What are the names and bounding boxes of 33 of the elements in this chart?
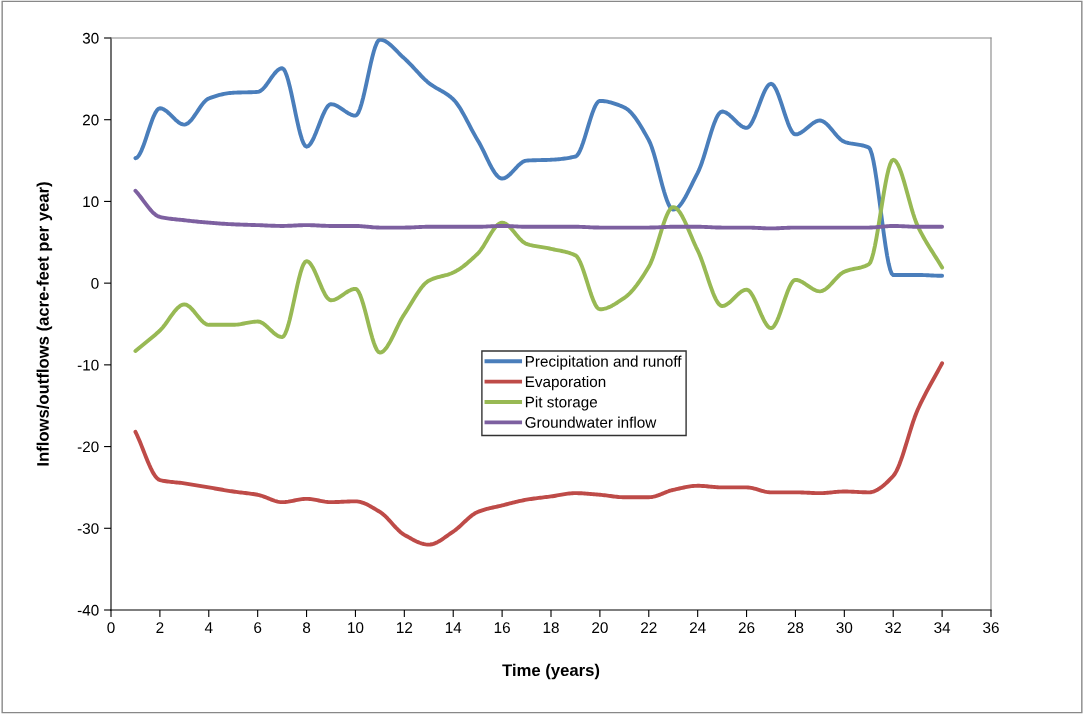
x-tick-label: 16 [494,622,510,634]
y-tick-label: 0 [91,278,99,289]
y-axis-title: Inflows/outflows (acre-feet per year) [36,182,53,466]
x-tick-label: 8 [302,622,311,634]
x-tick-label: 32 [885,622,901,634]
x-axis-title: Time (years) [502,663,600,680]
legend-label: Evaporation [525,375,606,391]
y-tick-label: 10 [83,196,99,208]
legend-label: Pit storage [525,396,598,411]
x-tick-label: 26 [738,622,755,634]
y-tick-label: -20 [77,441,99,453]
y-tick-label: 30 [82,32,99,44]
x-tick-label: 10 [348,622,364,634]
x-tick-label: 34 [934,622,951,634]
y-tick-label: -10 [77,359,99,371]
y-tick-label: -40 [77,604,99,616]
x-tick-label: 4 [204,622,213,633]
x-tick-label: 18 [543,622,559,634]
x-tick-label: 12 [397,622,413,633]
x-tick-label: 0 [107,622,115,634]
x-tick-label: 14 [445,622,462,633]
y-tick-label: 20 [82,114,99,126]
x-tick-label: 30 [836,622,853,634]
legend-label: Groundwater inflow [525,416,657,428]
x-tick-label: 24 [689,622,706,633]
x-tick-label: 28 [787,622,804,634]
x-tick-label: 22 [641,622,657,633]
x-tick-label: 36 [983,622,999,634]
x-tick-label: 20 [592,622,608,634]
x-tick-label: 6 [254,622,262,634]
legend-label: Precipitation and runoff [525,355,682,370]
y-tick-label: -30 [77,523,99,534]
x-tick-label: 2 [156,622,164,633]
